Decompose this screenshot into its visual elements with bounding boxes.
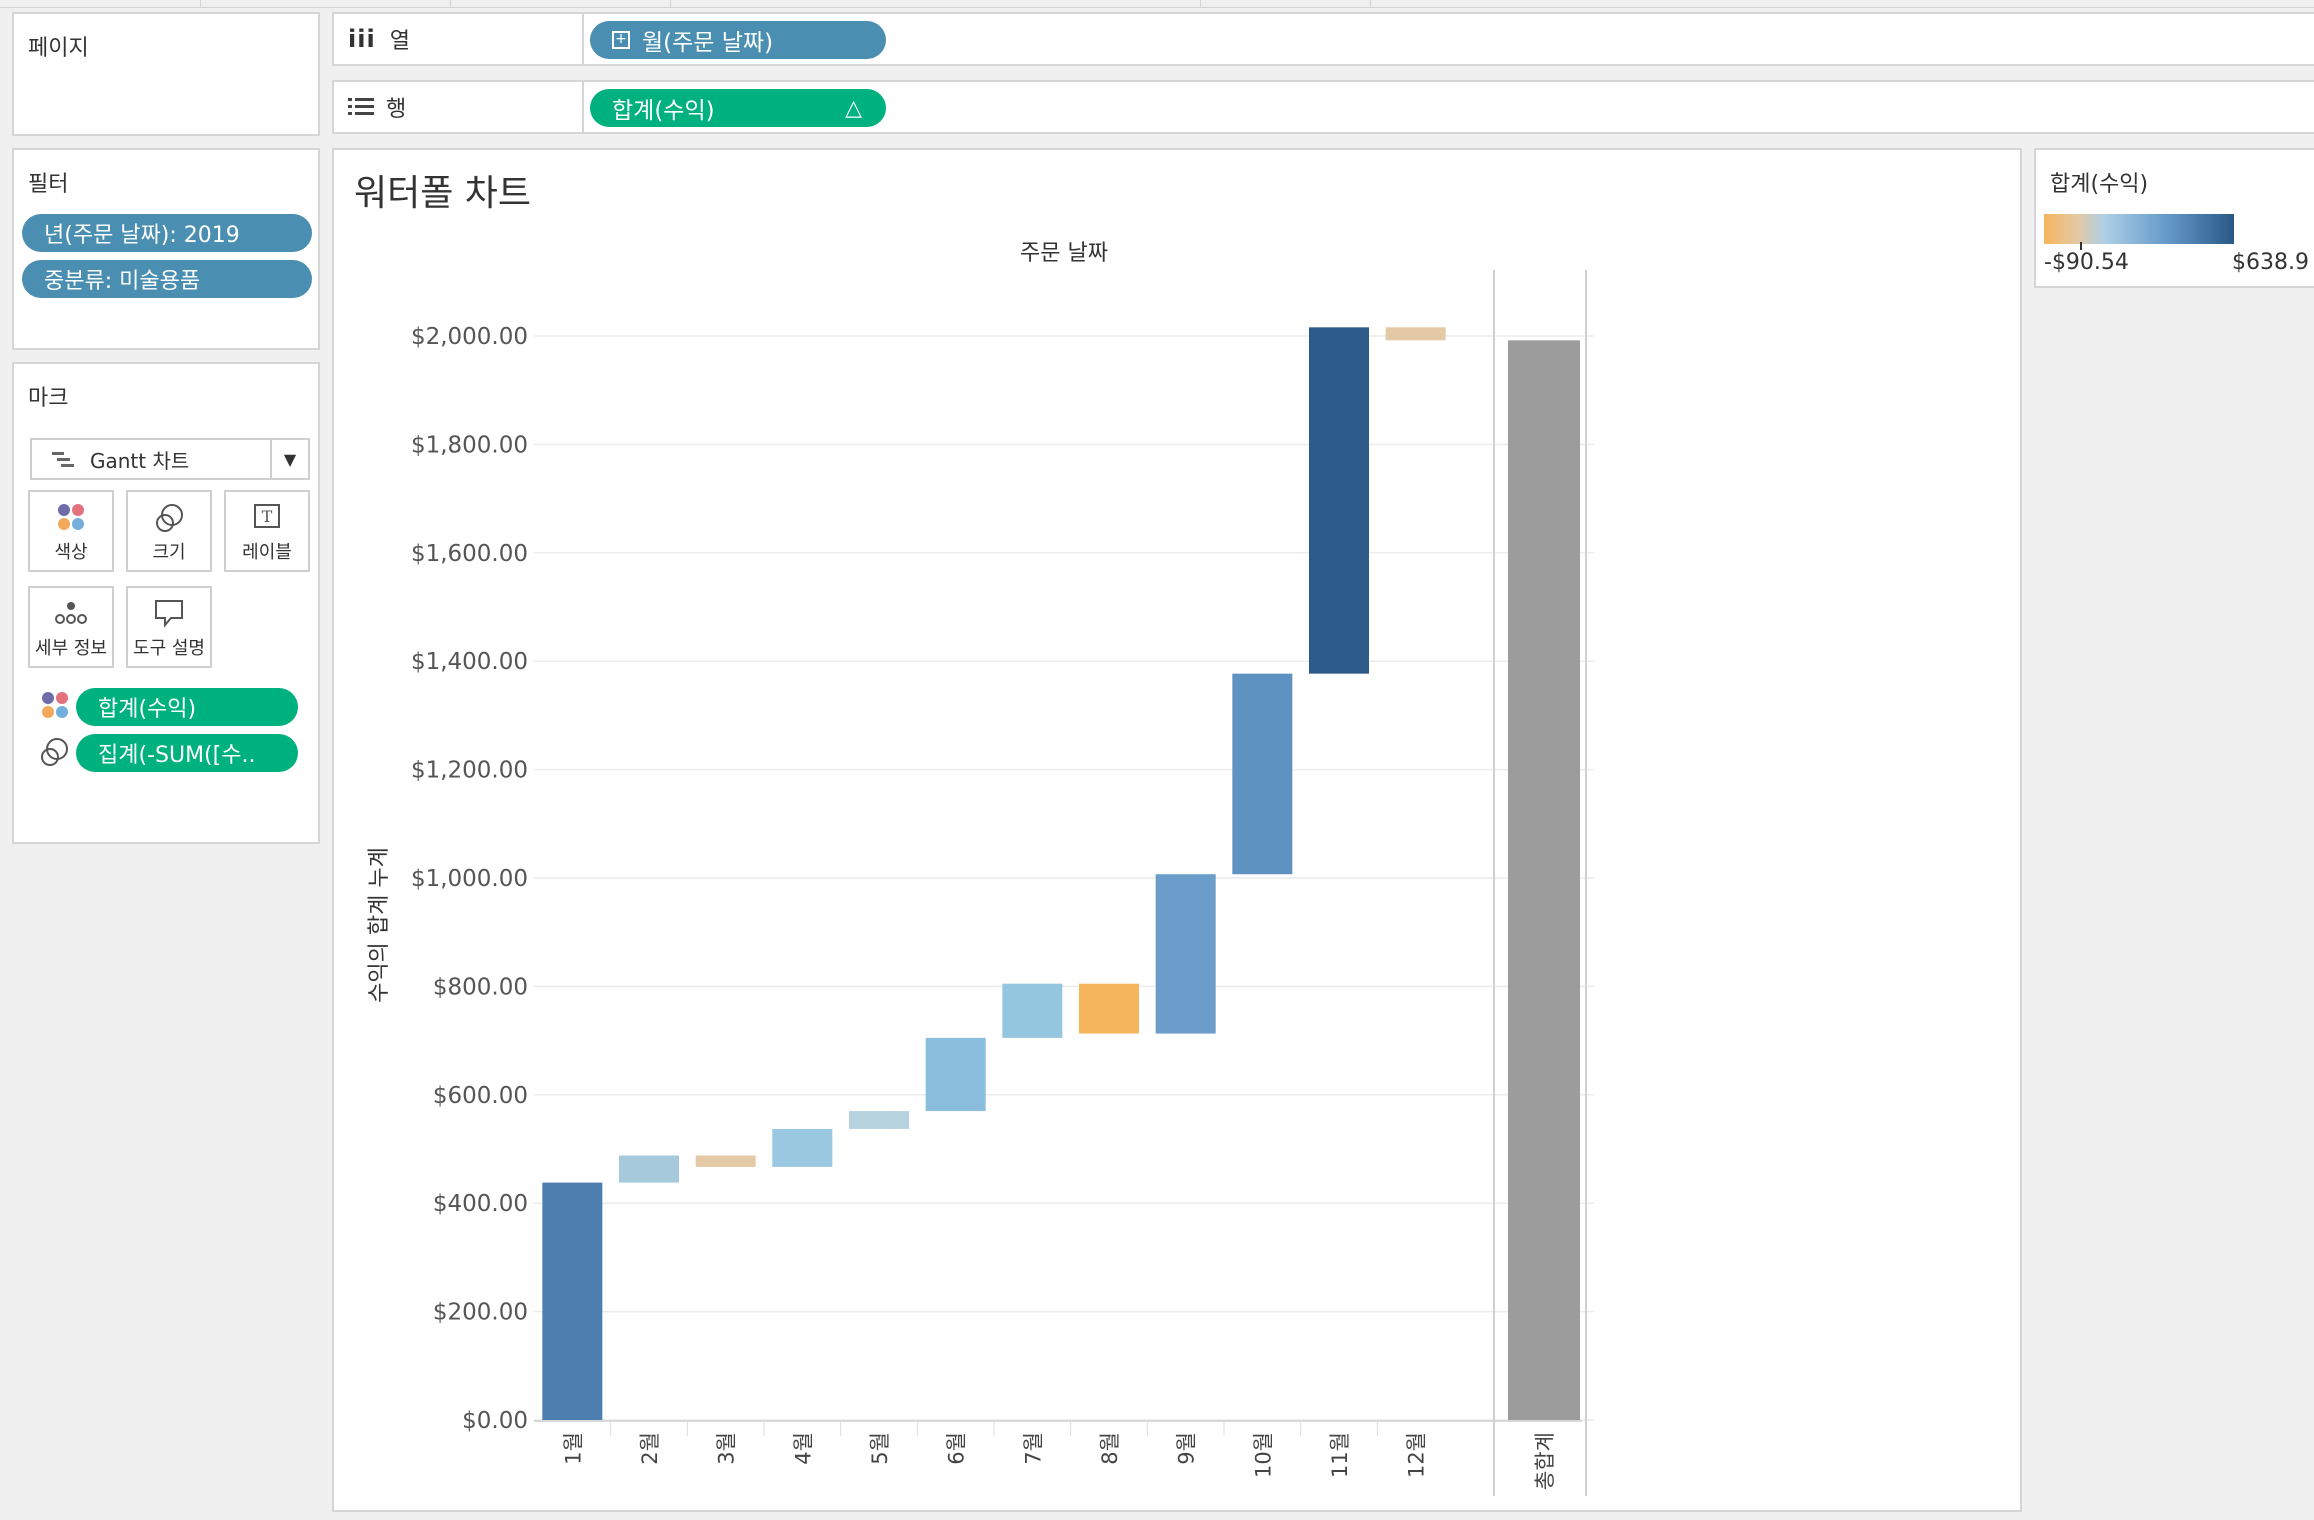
columns-icon: iii xyxy=(348,25,376,53)
color-button-label: 색상 xyxy=(54,542,88,563)
color-encoding-icon xyxy=(42,692,68,718)
filter-pill-subcategory[interactable]: 중분류: 미술용품 xyxy=(22,260,312,298)
waterfall-bar xyxy=(772,1128,833,1167)
rows-shelf-label: 행 xyxy=(334,82,584,132)
marks-pill-color[interactable]: 합계(수익) xyxy=(76,688,298,726)
x-axis-title: 주문 날짜 xyxy=(1020,241,1108,266)
x-tick-label: 6월 xyxy=(945,1432,969,1465)
grand-total-bar xyxy=(1508,340,1580,1421)
rows-label: 행 xyxy=(386,97,407,122)
x-tick-label: 11월 xyxy=(1328,1432,1352,1478)
legend-zero-tick xyxy=(2080,242,2082,250)
size-button-label: 크기 xyxy=(152,542,186,563)
x-tick-label: 9월 xyxy=(1175,1432,1199,1465)
marks-pill-color-label: 합계(수익) xyxy=(98,697,197,722)
waterfall-bar xyxy=(1002,983,1063,1038)
delta-icon: △ xyxy=(845,95,862,121)
waterfall-bar xyxy=(925,1037,986,1112)
chart-title: 워터폴 차트 xyxy=(354,173,532,214)
y-tick-label: $1,600.00 xyxy=(411,541,528,567)
y-tick-label: $1,000.00 xyxy=(411,866,528,892)
waterfall-bar xyxy=(695,1155,756,1167)
y-axis-title: 수익의 합계 누계 xyxy=(367,847,392,1003)
marks-title: 마크 xyxy=(28,386,69,411)
y-tick-label: $1,200.00 xyxy=(411,758,528,784)
mark-type-dropdown[interactable]: Gantt 차트 ▼ xyxy=(30,438,310,480)
y-tick-label: $1,400.00 xyxy=(411,649,528,675)
waterfall-bar xyxy=(1079,983,1139,1034)
legend-title: 합계(수익) xyxy=(2050,172,2149,197)
waterfall-bar xyxy=(1155,874,1216,1034)
tooltip-button-label: 도구 설명 xyxy=(133,638,205,659)
marks-pill-size-label: 집계(-SUM([수.. xyxy=(98,743,256,768)
y-tick-label: $0.00 xyxy=(462,1408,528,1434)
x-tick-label: 2월 xyxy=(638,1432,662,1465)
waterfall-bar xyxy=(1309,327,1369,674)
y-tick-label: $2,000.00 xyxy=(411,324,528,350)
tooltip-icon xyxy=(155,600,183,628)
size-button[interactable]: 크기 xyxy=(126,490,212,572)
y-tick-label: $600.00 xyxy=(433,1083,528,1109)
pages-title: 페이지 xyxy=(28,36,89,61)
columns-label: 열 xyxy=(389,29,410,54)
filter-pill-year[interactable]: 년(주문 날짜): 2019 xyxy=(22,214,312,252)
color-button[interactable]: 색상 xyxy=(28,490,114,572)
filter-pill-year-label: 년(주문 날짜): 2019 xyxy=(44,223,240,248)
row-pill-profit[interactable]: 합계(수익) △ xyxy=(590,89,886,127)
label-icon: T xyxy=(254,504,280,528)
x-tick-label: 5월 xyxy=(868,1432,892,1465)
legend-max-label: $638.9 xyxy=(2232,250,2309,275)
legend-gradient xyxy=(2044,214,2234,244)
tooltip-button[interactable]: 도구 설명 xyxy=(126,586,212,668)
x-tick-label: 3월 xyxy=(715,1432,739,1465)
x-tick-label: 1월 xyxy=(561,1432,585,1465)
rows-shelf[interactable]: 행 합계(수익) △ xyxy=(332,80,2314,134)
x-tick-label: 8월 xyxy=(1098,1432,1122,1465)
column-pill-label: 월(주문 날짜) xyxy=(642,30,774,56)
grand-total-label: 총합계 xyxy=(1533,1432,1557,1490)
size-encoding-icon xyxy=(41,738,68,766)
top-strip xyxy=(0,0,2314,8)
y-tick-label: $1,800.00 xyxy=(411,432,528,458)
label-button-label: 레이블 xyxy=(242,542,292,563)
filters-panel[interactable]: 필터 년(주문 날짜): 2019 중분류: 미술용품 xyxy=(12,148,320,350)
filters-title: 필터 xyxy=(28,172,69,197)
svg-text:T: T xyxy=(262,507,273,526)
waterfall-chart[interactable]: $0.00 $200.00 $400.00 $600.00 $800.00 $1,000.… xyxy=(334,150,2020,1510)
detail-button-label: 세부 정보 xyxy=(35,638,107,659)
color-legend-panel[interactable]: 합계(수익) -$90.54 $638.9 xyxy=(2034,148,2314,288)
waterfall-bar xyxy=(1385,327,1446,341)
chart-panel[interactable]: 워터폴 차트 $0.00 $200.00 $400.00 $600.00 $800.00… xyxy=(332,148,2022,1512)
filter-pill-subcategory-label: 중분류: 미술용품 xyxy=(44,269,201,294)
columns-shelf[interactable]: iii 열 + 월(주문 날짜) xyxy=(332,12,2314,66)
detail-icon xyxy=(55,602,87,624)
column-pill-month[interactable]: + 월(주문 날짜) xyxy=(590,21,886,59)
waterfall-bar xyxy=(849,1111,909,1129)
x-tick-label: 12월 xyxy=(1405,1432,1429,1478)
y-tick-label: $800.00 xyxy=(433,974,528,1000)
marks-pill-size[interactable]: 집계(-SUM([수.. xyxy=(76,734,298,772)
expand-icon[interactable]: + xyxy=(612,31,630,49)
waterfall-bar xyxy=(619,1155,679,1183)
pages-panel[interactable]: 페이지 xyxy=(12,12,320,136)
x-tick-label: 10월 xyxy=(1251,1432,1275,1478)
marks-panel[interactable]: 마크 Gantt 차트 ▼ 색상 크기 T 레이블 xyxy=(12,362,320,844)
row-pill-label: 합계(수익) xyxy=(612,98,715,124)
waterfall-bar xyxy=(542,1182,603,1420)
y-tick-label: $200.00 xyxy=(433,1300,528,1326)
rows-icon xyxy=(348,98,374,115)
size-icon xyxy=(156,504,183,532)
gantt-icon xyxy=(52,452,74,467)
x-tick-label: 7월 xyxy=(1021,1432,1045,1465)
columns-shelf-label: iii 열 xyxy=(334,14,584,64)
color-icon xyxy=(58,504,84,530)
detail-button[interactable]: 세부 정보 xyxy=(28,586,114,668)
y-tick-label: $400.00 xyxy=(433,1191,528,1217)
x-tick-label: 4월 xyxy=(791,1432,815,1465)
chevron-down-icon[interactable]: ▼ xyxy=(270,440,308,478)
mark-type-label: Gantt 차트 xyxy=(90,448,190,473)
label-button[interactable]: T 레이블 xyxy=(224,490,310,572)
waterfall-bar xyxy=(1232,673,1293,875)
legend-min-label: -$90.54 xyxy=(2044,250,2129,275)
